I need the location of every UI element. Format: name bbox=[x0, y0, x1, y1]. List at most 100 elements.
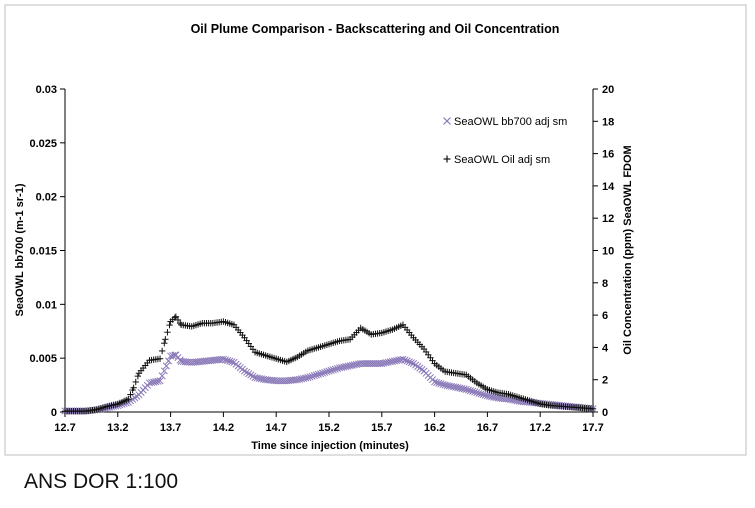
x-tick-label: 13.7 bbox=[160, 422, 181, 434]
data-point bbox=[243, 368, 251, 376]
data-point bbox=[164, 329, 171, 336]
data-point bbox=[450, 383, 458, 391]
y-tick-label: 0.005 bbox=[29, 353, 57, 365]
data-point bbox=[378, 359, 386, 368]
data-point bbox=[348, 361, 356, 369]
data-point bbox=[257, 375, 265, 383]
y-tick-label: 0.01 bbox=[36, 299, 57, 311]
data-point bbox=[304, 373, 312, 382]
chart-frame: Oil Plume Comparison - Backscattering an… bbox=[4, 4, 747, 456]
data-point bbox=[300, 374, 308, 382]
data-point bbox=[160, 367, 168, 375]
data-point bbox=[329, 366, 337, 374]
data-point bbox=[148, 378, 156, 387]
data-point bbox=[342, 363, 350, 371]
y2-tick-label: 4 bbox=[602, 342, 609, 354]
data-point bbox=[127, 391, 134, 398]
data-point bbox=[395, 356, 403, 364]
data-point bbox=[219, 355, 227, 363]
data-point bbox=[439, 380, 447, 388]
data-point bbox=[333, 364, 342, 373]
data-point bbox=[125, 395, 132, 403]
y2-tick-label: 0 bbox=[602, 407, 608, 419]
data-point bbox=[310, 372, 318, 380]
chart-border bbox=[4, 4, 747, 456]
legend-marker bbox=[443, 117, 451, 125]
series-oil bbox=[61, 313, 597, 415]
data-point bbox=[156, 355, 164, 362]
data-point bbox=[130, 384, 137, 391]
data-point bbox=[435, 379, 443, 387]
data-point bbox=[297, 375, 306, 383]
data-point bbox=[447, 382, 456, 390]
data-point bbox=[475, 389, 483, 397]
data-point bbox=[403, 357, 411, 365]
data-point bbox=[158, 372, 166, 380]
data-point bbox=[152, 378, 160, 386]
data-point bbox=[479, 391, 487, 399]
data-point bbox=[464, 386, 472, 394]
data-point bbox=[224, 356, 232, 365]
y-tick-label: 0.025 bbox=[29, 138, 57, 150]
x-tick-label: 15.7 bbox=[371, 422, 392, 434]
data-point bbox=[483, 392, 491, 400]
data-point bbox=[247, 371, 255, 379]
data-point bbox=[456, 384, 464, 392]
data-point bbox=[162, 362, 170, 370]
data-point bbox=[253, 374, 261, 382]
data-point bbox=[314, 370, 322, 378]
data-point bbox=[460, 385, 468, 393]
y2-tick-label: 16 bbox=[602, 149, 614, 161]
data-point bbox=[161, 340, 168, 347]
data-point bbox=[134, 372, 142, 380]
data-point bbox=[249, 372, 257, 380]
y2-tick-label: 12 bbox=[602, 213, 614, 225]
data-point bbox=[154, 377, 162, 385]
y2-tick-label: 20 bbox=[602, 84, 614, 96]
data-point bbox=[255, 374, 263, 382]
caption: ANS DOR 1:100 bbox=[24, 470, 179, 493]
data-point bbox=[469, 387, 477, 395]
data-point bbox=[308, 372, 316, 380]
data-point bbox=[452, 383, 460, 391]
y-axis-label: SeaOWL bb700 (m-1 sr-1) bbox=[14, 183, 26, 316]
y-tick-label: 0.03 bbox=[36, 84, 57, 96]
data-point bbox=[162, 336, 169, 343]
data-point bbox=[293, 376, 301, 384]
data-point bbox=[441, 381, 449, 389]
data-point bbox=[319, 369, 327, 377]
data-point bbox=[331, 365, 339, 373]
data-point bbox=[251, 373, 259, 382]
data-point bbox=[295, 375, 303, 383]
data-point bbox=[150, 378, 158, 386]
data-point bbox=[454, 384, 462, 392]
y2-axis-label: Oil Concentration (ppm) SeaOWL FDOM bbox=[622, 145, 634, 354]
x-tick-label: 12.7 bbox=[54, 422, 75, 434]
data-point bbox=[316, 370, 325, 378]
data-point bbox=[323, 368, 331, 376]
data-point bbox=[407, 359, 415, 367]
chart: Oil Plume Comparison - Backscattering an… bbox=[4, 4, 747, 456]
chart-title: Oil Plume Comparison - Backscattering an… bbox=[191, 22, 560, 36]
y-tick-label: 0.015 bbox=[29, 246, 57, 258]
data-point bbox=[384, 358, 392, 366]
data-point bbox=[473, 389, 481, 397]
data-point bbox=[431, 378, 439, 386]
data-point bbox=[433, 378, 441, 387]
data-point bbox=[312, 371, 320, 379]
data-point bbox=[327, 366, 335, 374]
x-tick-label: 13.2 bbox=[107, 422, 128, 434]
data-point bbox=[382, 359, 390, 367]
series-bb700 bbox=[61, 351, 597, 415]
legend-label: SeaOWL bb700 adj sm bbox=[454, 116, 567, 128]
data-point bbox=[346, 362, 354, 370]
data-point bbox=[306, 373, 314, 381]
data-point bbox=[458, 384, 466, 393]
data-point bbox=[245, 370, 253, 378]
legend-label: SeaOWL Oil adj sm bbox=[454, 154, 550, 166]
x-tick-label: 17.2 bbox=[529, 422, 550, 434]
data-point bbox=[386, 358, 394, 366]
legend-item-bb700: SeaOWL bb700 adj sm bbox=[443, 116, 567, 128]
data-point bbox=[132, 378, 139, 386]
legend-item-oil: SeaOWL Oil adj sm bbox=[443, 154, 550, 166]
